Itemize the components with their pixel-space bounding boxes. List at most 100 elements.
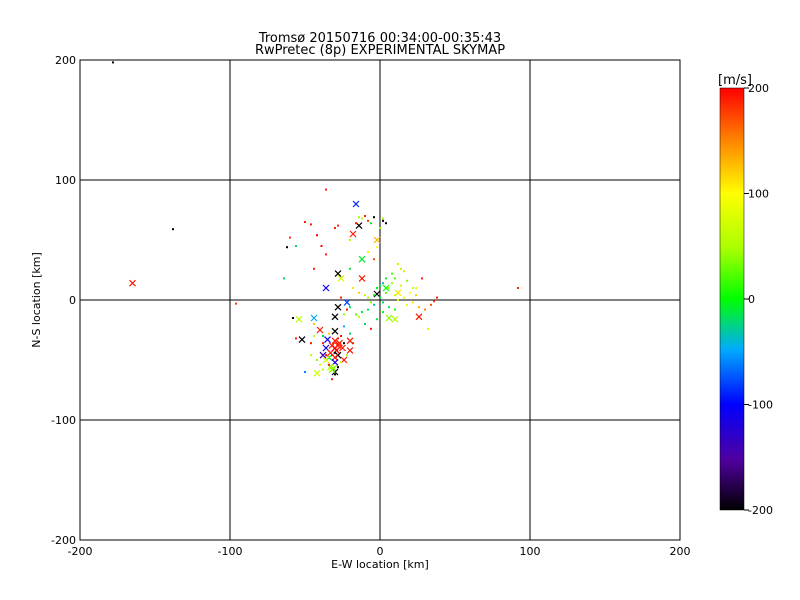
velocity-dot-marker	[358, 315, 360, 318]
velocity-dot-marker	[412, 287, 414, 289]
velocity-dot-marker	[352, 342, 354, 345]
velocity-dot-marker	[322, 342, 324, 345]
velocity-dot-marker	[400, 284, 402, 287]
chart-subtitle: RwPretec (8p) EXPERIMENTAL SKYMAP	[255, 43, 505, 58]
data-points	[112, 61, 519, 381]
velocity-dot-marker	[349, 306, 351, 309]
velocity-dot-marker	[394, 308, 396, 311]
velocity-dot-marker	[385, 222, 387, 225]
velocity-dot-marker	[334, 373, 336, 376]
velocity-dot-marker	[337, 337, 339, 340]
velocity-x-marker	[339, 344, 346, 352]
velocity-dot-marker	[322, 368, 324, 371]
velocity-dot-marker	[436, 296, 438, 299]
velocity-dot-marker	[394, 294, 396, 297]
velocity-x-marker	[316, 326, 324, 334]
velocity-dot-marker	[517, 287, 519, 289]
grid-lines	[80, 60, 680, 540]
velocity-x-marker	[334, 342, 342, 350]
velocity-dot-marker	[340, 361, 342, 364]
x-tick-label: 0	[377, 545, 384, 558]
velocity-dot-marker	[346, 308, 348, 311]
y-tick-label: -100	[51, 414, 76, 427]
velocity-dot-marker	[112, 61, 114, 64]
velocity-dot-marker	[316, 359, 318, 361]
velocity-dot-marker	[364, 294, 366, 297]
velocity-x-marker	[324, 336, 331, 344]
velocity-x-marker	[331, 327, 339, 335]
velocity-dot-marker	[409, 291, 411, 294]
velocity-dot-marker	[325, 253, 327, 256]
velocity-dot-marker	[373, 294, 375, 297]
velocity-dot-marker	[397, 263, 399, 265]
velocity-dot-marker	[370, 301, 372, 304]
velocity-x-marker	[385, 314, 393, 322]
velocity-dot-marker	[373, 216, 375, 219]
velocity-dot-marker	[373, 303, 375, 306]
velocity-dot-marker	[343, 325, 345, 328]
velocity-dot-marker	[406, 279, 408, 282]
velocity-x-marker	[313, 369, 321, 377]
velocity-dot-marker	[412, 301, 414, 304]
velocity-dot-marker	[352, 287, 354, 289]
velocity-x-marker	[334, 303, 342, 311]
velocity-dot-marker	[172, 228, 174, 231]
velocity-dot-marker	[400, 267, 402, 270]
velocity-dot-marker	[385, 277, 387, 280]
velocity-dot-marker	[370, 222, 372, 225]
velocity-dot-marker	[406, 303, 408, 306]
velocity-dot-marker	[373, 258, 375, 261]
velocity-dot-marker	[370, 327, 372, 330]
velocity-dot-marker	[328, 332, 330, 335]
velocity-x-marker	[349, 230, 357, 238]
velocity-x-marker	[319, 351, 327, 359]
axis-ticks: -200 -100 0 100 200 -200 -100 0 100 200	[51, 54, 690, 558]
velocity-dot-marker	[331, 354, 333, 357]
velocity-x-marker	[391, 315, 399, 323]
velocity-x-marker	[334, 270, 342, 278]
velocity-dot-marker	[379, 227, 381, 229]
colorbar-ticks: 200 100 0 -100 -200	[744, 82, 773, 517]
velocity-x-marker	[295, 315, 303, 323]
velocity-dot-marker	[349, 267, 351, 270]
velocity-dot-marker	[325, 188, 327, 191]
velocity-dot-marker	[382, 311, 384, 313]
velocity-dot-marker	[340, 296, 342, 299]
chart-title: Tromsø 20150716 00:34:00-00:35:43	[258, 31, 501, 46]
velocity-dot-marker	[343, 342, 345, 345]
velocity-x-marker	[373, 236, 381, 244]
velocity-x-marker	[331, 313, 339, 321]
velocity-dot-marker	[379, 296, 381, 299]
velocity-dot-marker	[415, 287, 417, 289]
velocity-dot-marker	[322, 335, 324, 337]
velocity-dot-marker	[367, 219, 369, 222]
colorbar	[719, 87, 745, 511]
velocity-x-marker	[322, 284, 330, 292]
velocity-dot-marker	[316, 234, 318, 237]
y-tick-label: 200	[55, 54, 76, 67]
x-axis-label: E-W location [km]	[331, 558, 429, 571]
velocity-dot-marker	[382, 219, 384, 222]
velocity-dot-marker	[391, 272, 393, 275]
y-tick-label: 100	[55, 174, 76, 187]
velocity-dot-marker	[391, 282, 393, 285]
velocity-dot-marker	[361, 217, 363, 220]
velocity-dot-marker	[346, 354, 348, 357]
colorbar-tick-label: -200	[748, 504, 773, 517]
velocity-dot-marker	[283, 277, 285, 280]
velocity-dot-marker	[376, 246, 378, 249]
velocity-dot-marker	[403, 270, 405, 273]
velocity-x-marker	[322, 356, 330, 364]
velocity-dot-marker	[310, 354, 312, 357]
colorbar-label: [m/s]	[718, 73, 752, 88]
velocity-dot-marker	[364, 215, 366, 217]
x-tick-label: -200	[68, 545, 93, 558]
velocity-dot-marker	[334, 351, 336, 354]
velocity-dot-marker	[292, 317, 294, 319]
velocity-dot-marker	[424, 308, 426, 311]
velocity-dot-marker	[379, 284, 381, 287]
velocity-x-marker	[310, 314, 318, 322]
x-tick-label: -100	[218, 545, 243, 558]
x-tick-label: 100	[520, 545, 541, 558]
velocity-dot-marker	[319, 363, 321, 366]
